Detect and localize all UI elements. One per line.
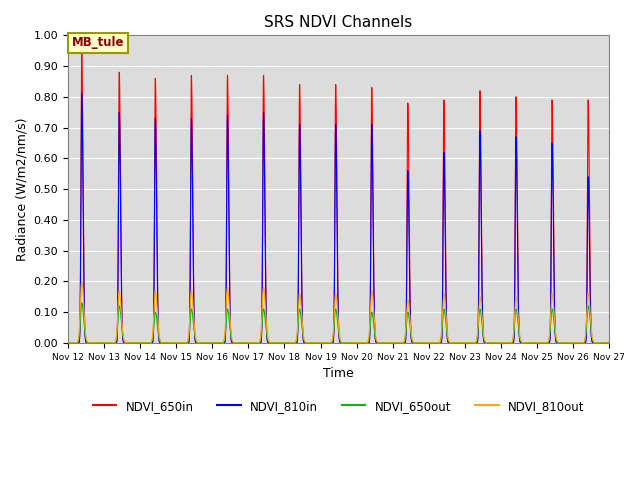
NDVI_810out bbox=[78, 278, 86, 284]
Text: MB_tule: MB_tule bbox=[72, 36, 124, 49]
Legend: NDVI_650in, NDVI_810in, NDVI_650out, NDVI_810out: NDVI_650in, NDVI_810in, NDVI_650out, NDV… bbox=[88, 395, 589, 417]
NDVI_650in bbox=[604, 340, 612, 346]
NDVI_650in bbox=[78, 51, 86, 57]
Title: SRS NDVI Channels: SRS NDVI Channels bbox=[264, 15, 413, 30]
NDVI_650in bbox=[410, 340, 417, 346]
Line: NDVI_810in: NDVI_810in bbox=[68, 94, 609, 343]
NDVI_650out bbox=[598, 340, 605, 346]
NDVI_650out bbox=[549, 312, 557, 317]
NDVI_810in bbox=[78, 91, 86, 96]
NDVI_810in bbox=[549, 211, 557, 217]
NDVI_650in bbox=[64, 340, 72, 346]
NDVI_810in bbox=[598, 340, 605, 346]
NDVI_650in bbox=[308, 340, 316, 346]
NDVI_810out bbox=[598, 340, 605, 346]
Line: NDVI_650out: NDVI_650out bbox=[68, 303, 609, 343]
NDVI_810out bbox=[534, 340, 542, 346]
NDVI_650out bbox=[410, 339, 417, 345]
NDVI_650out bbox=[78, 300, 86, 306]
NDVI_810out bbox=[410, 339, 417, 345]
NDVI_650in bbox=[549, 184, 557, 190]
NDVI_650in bbox=[101, 340, 109, 346]
NDVI_650out bbox=[605, 340, 613, 346]
NDVI_650out bbox=[308, 340, 316, 346]
NDVI_810out bbox=[605, 340, 613, 346]
NDVI_650out bbox=[100, 340, 108, 346]
NDVI_810out bbox=[100, 340, 108, 346]
NDVI_650out bbox=[604, 340, 612, 346]
NDVI_810in bbox=[101, 340, 109, 346]
Y-axis label: Radiance (W/m2/nm/s): Radiance (W/m2/nm/s) bbox=[15, 117, 28, 261]
NDVI_810in bbox=[604, 340, 612, 346]
NDVI_650in bbox=[605, 340, 613, 346]
Line: NDVI_810out: NDVI_810out bbox=[68, 281, 609, 343]
NDVI_810out bbox=[549, 299, 557, 304]
NDVI_650out bbox=[534, 340, 542, 346]
NDVI_810in bbox=[534, 340, 542, 346]
NDVI_810in bbox=[605, 340, 613, 346]
NDVI_810out bbox=[308, 340, 316, 346]
NDVI_810in bbox=[308, 340, 316, 346]
NDVI_650out bbox=[64, 340, 72, 346]
NDVI_650in bbox=[598, 340, 605, 346]
NDVI_810out bbox=[604, 340, 612, 346]
NDVI_650in bbox=[534, 340, 542, 346]
NDVI_810in bbox=[410, 340, 417, 346]
NDVI_810out bbox=[64, 340, 72, 346]
X-axis label: Time: Time bbox=[323, 367, 354, 380]
NDVI_810in bbox=[64, 340, 72, 346]
Line: NDVI_650in: NDVI_650in bbox=[68, 54, 609, 343]
